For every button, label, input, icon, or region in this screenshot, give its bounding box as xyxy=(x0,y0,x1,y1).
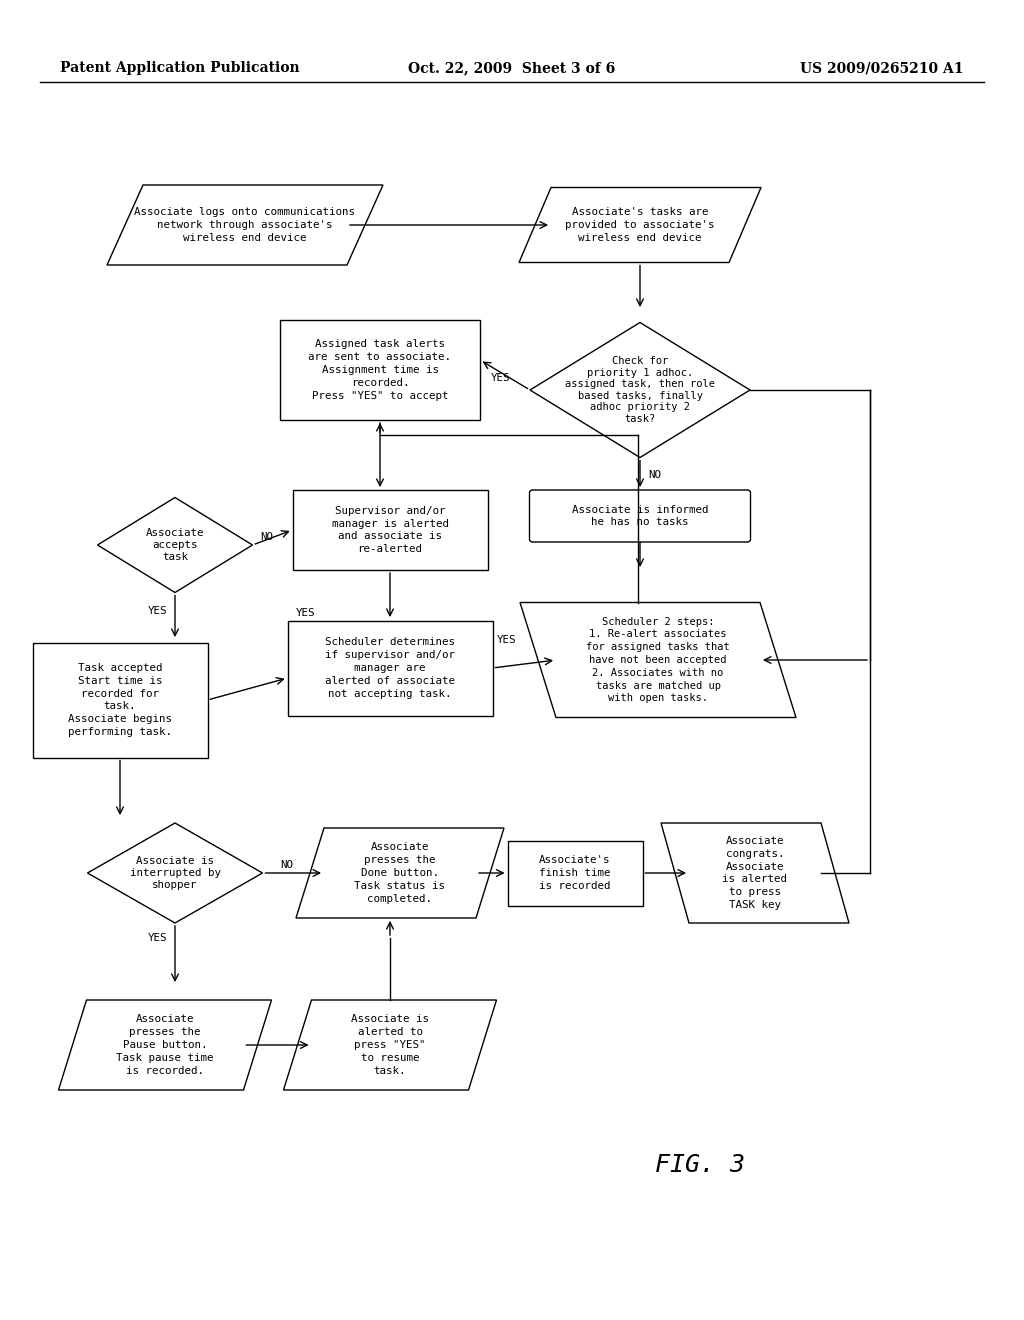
Text: Associate is
alerted to
press "YES"
to resume
task.: Associate is alerted to press "YES" to r… xyxy=(351,1014,429,1076)
Text: Associate
presses the
Pause button.
Task pause time
is recorded.: Associate presses the Pause button. Task… xyxy=(117,1014,214,1076)
Text: Associate
congrats.
Associate
is alerted
to press
TASK key: Associate congrats. Associate is alerted… xyxy=(723,836,787,909)
Text: NO: NO xyxy=(281,861,294,870)
Text: Scheduler determines
if supervisor and/or
manager are
alerted of associate
not a: Scheduler determines if supervisor and/o… xyxy=(325,638,455,698)
Text: Associate logs onto communications
network through associate's
wireless end devi: Associate logs onto communications netwo… xyxy=(134,207,355,243)
Text: NO: NO xyxy=(648,470,662,480)
Bar xyxy=(288,620,493,715)
Text: YES: YES xyxy=(490,374,510,383)
Text: Oct. 22, 2009  Sheet 3 of 6: Oct. 22, 2009 Sheet 3 of 6 xyxy=(409,61,615,75)
Text: Assigned task alerts
are sent to associate.
Assignment time is
recorded.
Press ": Assigned task alerts are sent to associa… xyxy=(308,339,452,400)
Text: FIG. 3: FIG. 3 xyxy=(655,1152,745,1177)
Bar xyxy=(508,841,642,906)
Text: YES: YES xyxy=(147,933,167,942)
Text: Associate
presses the
Done button.
Task status is
completed.: Associate presses the Done button. Task … xyxy=(354,842,445,904)
Text: Associate
accepts
task: Associate accepts task xyxy=(145,528,204,561)
Text: Task accepted
Start time is
recorded for
task.
Associate begins
performing task.: Task accepted Start time is recorded for… xyxy=(68,663,172,737)
Text: US 2009/0265210 A1: US 2009/0265210 A1 xyxy=(801,61,964,75)
Text: Associate is informed
he has no tasks: Associate is informed he has no tasks xyxy=(571,504,709,528)
Text: Associate's
finish time
is recorded: Associate's finish time is recorded xyxy=(540,855,610,891)
Text: YES: YES xyxy=(497,635,516,645)
Text: Check for
priority 1 adhoc.
assigned task, then role
based tasks, finally
adhoc : Check for priority 1 adhoc. assigned tas… xyxy=(565,356,715,424)
Text: Scheduler 2 steps:
1. Re-alert associates
for assigned tasks that
have not been : Scheduler 2 steps: 1. Re-alert associate… xyxy=(586,616,730,704)
Text: YES: YES xyxy=(296,607,315,618)
Text: NO: NO xyxy=(260,532,273,543)
Bar xyxy=(293,490,487,570)
Text: Associate is
interrupted by
shopper: Associate is interrupted by shopper xyxy=(129,857,220,890)
Text: Patent Application Publication: Patent Application Publication xyxy=(60,61,300,75)
Text: Supervisor and/or
manager is alerted
and associate is
re-alerted: Supervisor and/or manager is alerted and… xyxy=(332,506,449,554)
Bar xyxy=(280,319,480,420)
Text: Associate's tasks are
provided to associate's
wireless end device: Associate's tasks are provided to associ… xyxy=(565,207,715,243)
Text: YES: YES xyxy=(147,606,167,615)
Bar xyxy=(33,643,208,758)
